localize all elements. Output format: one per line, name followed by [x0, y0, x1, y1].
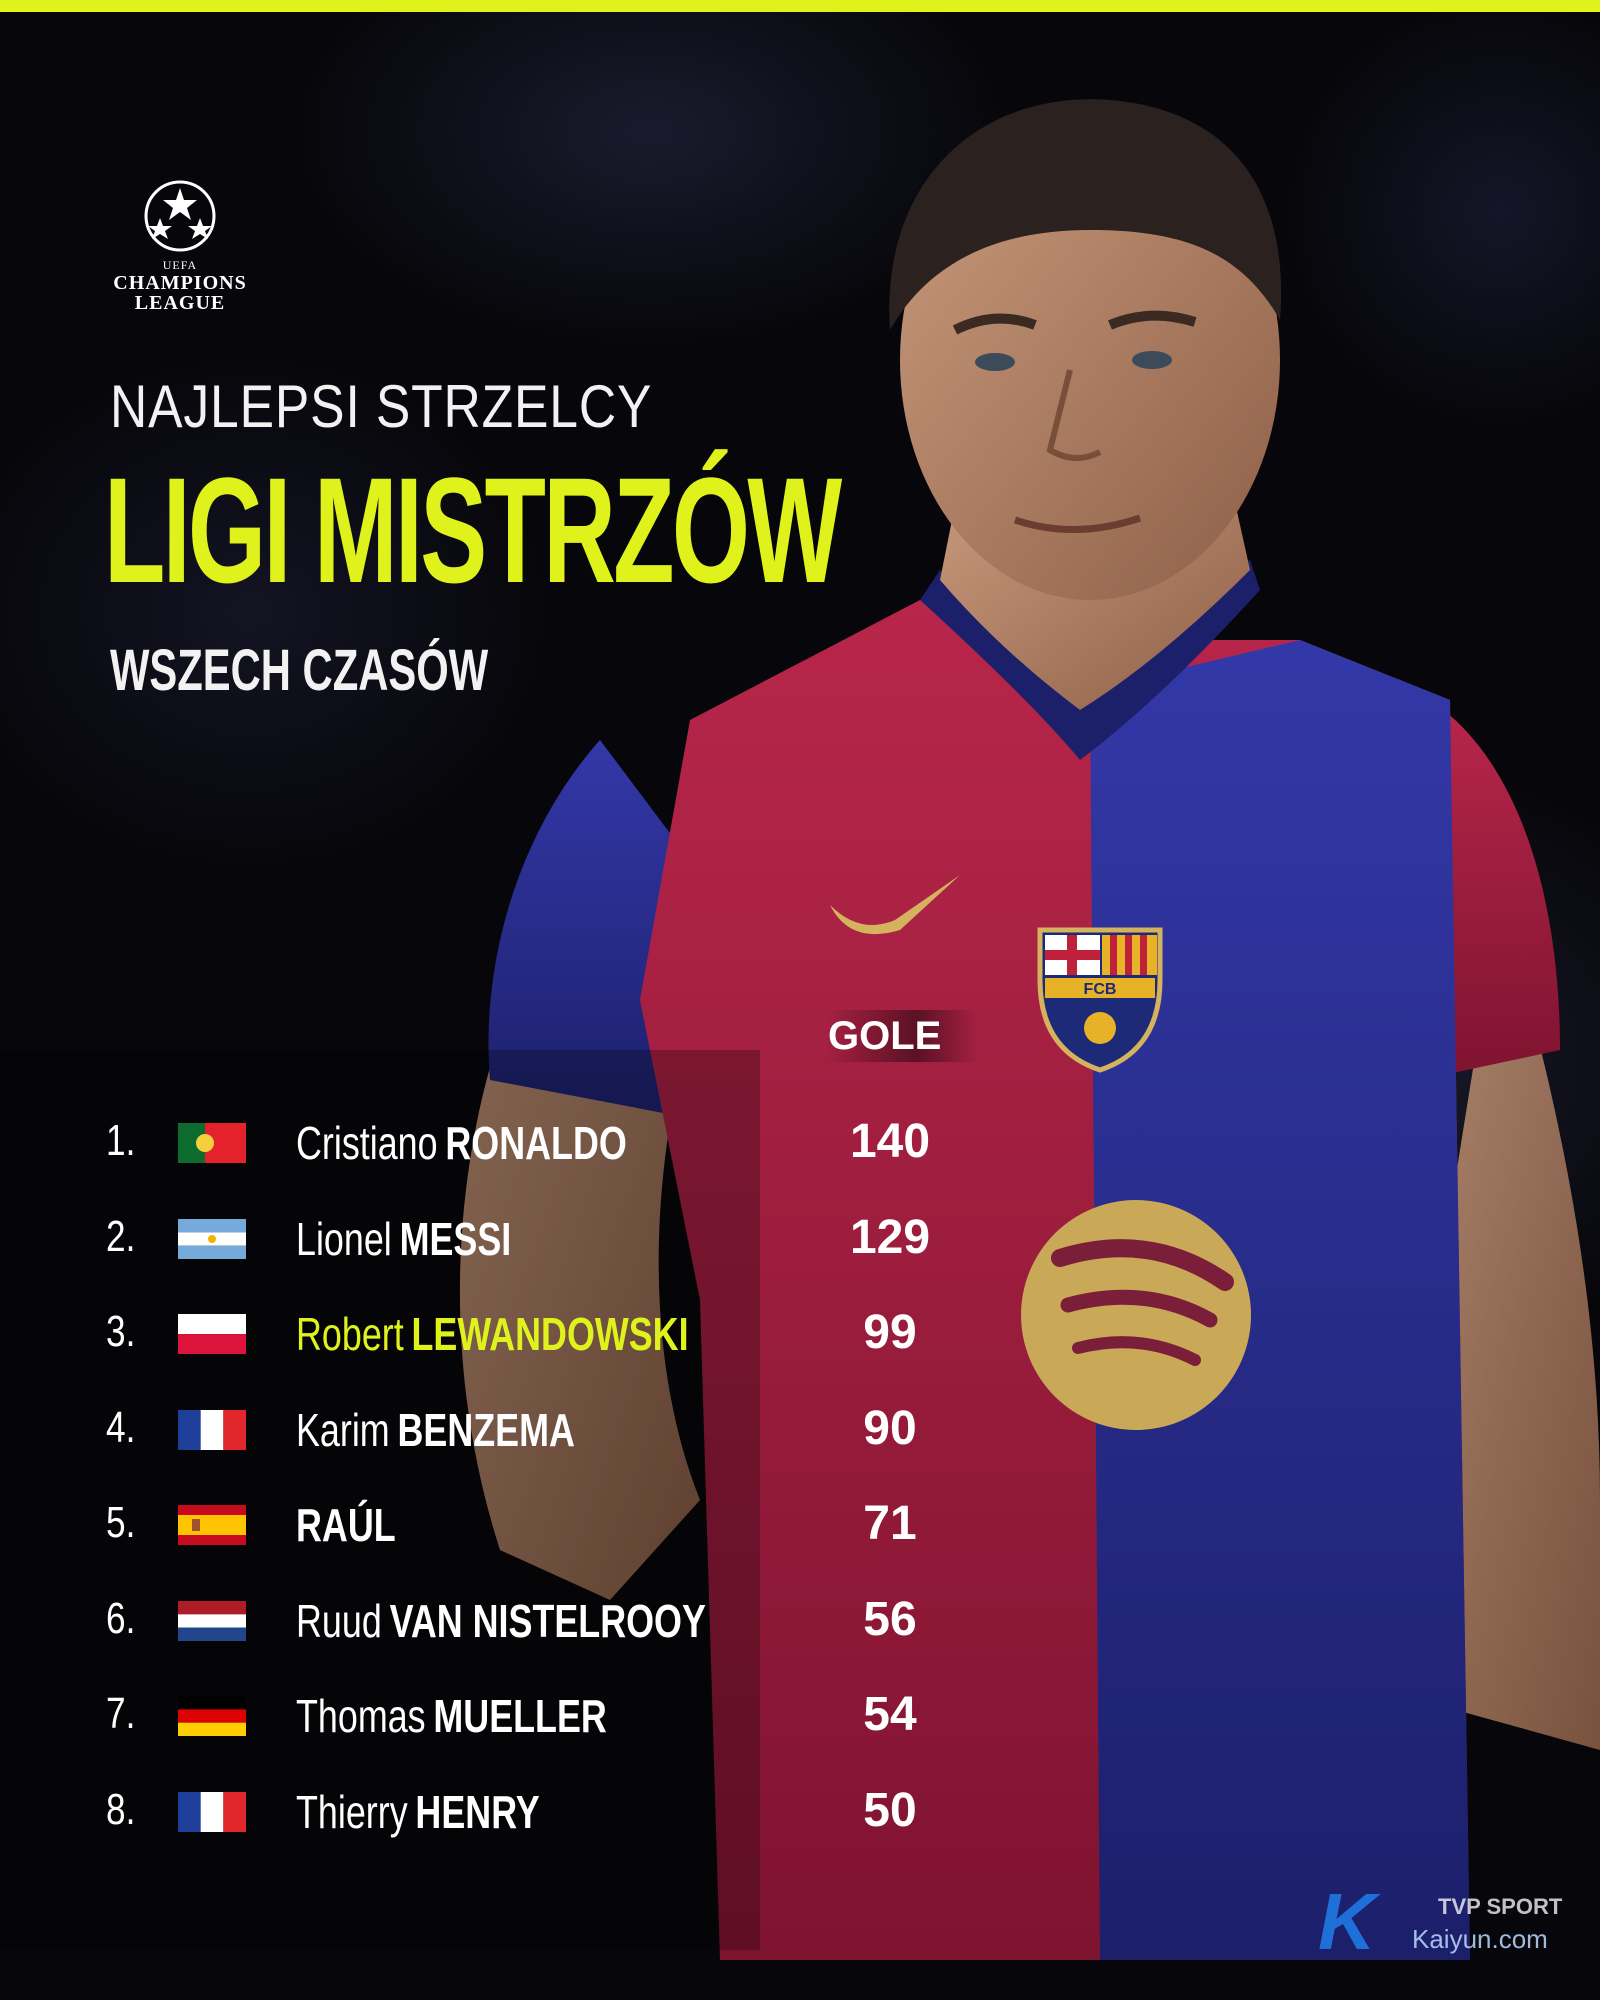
scorer-row: 1. Cristiano RONALDO 140: [0, 1108, 1000, 1178]
netherlands-flag-icon: [178, 1600, 246, 1641]
scorer-row: 8. Thierry HENRY 50: [0, 1777, 1000, 1847]
player-name: Robert LEWANDOWSKI: [296, 1307, 689, 1361]
player-last-name: MESSI: [399, 1212, 512, 1265]
player-first-name: Karim: [296, 1403, 390, 1456]
rank-number: 2.: [106, 1211, 136, 1261]
spotify-icon: [1021, 1200, 1251, 1430]
title-line-3: WSZECH CZASÓW: [110, 638, 489, 703]
scorer-row: 4. Karim BENZEMA 90: [0, 1395, 1000, 1465]
poland-flag-icon: [178, 1314, 246, 1354]
logo-word-league: LEAGUE: [134, 292, 226, 314]
player-first-name: Robert: [296, 1308, 404, 1360]
watermark-site: Kaiyun.com: [1412, 1924, 1548, 1954]
logo-uefa-text: UEFA: [162, 258, 198, 272]
scorer-row: 3. Robert LEWANDOWSKI 99: [0, 1299, 1000, 1369]
player-first-name: Ruud: [296, 1594, 382, 1647]
title-line-2: LIGI MISTRZÓW: [104, 446, 842, 614]
scorer-row: 5. RAÚL 71: [0, 1490, 1000, 1560]
champions-league-logo: UEFA CHAMPIONS LEAGUE: [100, 178, 260, 338]
rank-number: 8.: [106, 1784, 136, 1834]
player-name: Thierry HENRY: [296, 1785, 540, 1839]
player-name: Karim BENZEMA: [296, 1403, 575, 1457]
scorer-row: 2. Lionel MESSI 129: [0, 1204, 1000, 1274]
portugal-flag-icon: [178, 1123, 246, 1163]
player-last-name: HENRY: [415, 1785, 540, 1838]
goals-value: 50: [863, 1783, 917, 1837]
player-last-name: BENZEMA: [397, 1403, 575, 1456]
germany-flag-icon: [178, 1696, 246, 1736]
rank-number: 4.: [106, 1402, 136, 1452]
player-last-name: RONALDO: [445, 1117, 627, 1169]
goals-value: 140: [849, 1115, 931, 1168]
scorer-row: 7. Thomas MUELLER 54: [0, 1681, 1000, 1751]
player-first-name: Thomas: [296, 1690, 426, 1742]
player-first-name: Cristiano: [296, 1117, 438, 1169]
player-name: Cristiano RONALDO: [296, 1116, 627, 1170]
player-name: Thomas MUELLER: [296, 1689, 607, 1743]
rank-number: 1.: [106, 1116, 136, 1165]
title-line-1: NAJLEPSI STRZELCY: [110, 373, 653, 440]
starball-icon: [144, 180, 216, 252]
rank-number: 7.: [106, 1689, 136, 1738]
player-first-name: Lionel: [296, 1212, 392, 1265]
player-last-name: LEWANDOWSKI: [411, 1308, 689, 1360]
goals-value: 56: [863, 1592, 917, 1646]
france-flag-icon: [178, 1409, 246, 1450]
argentina-flag-icon: [178, 1218, 246, 1259]
rank-number: 5.: [106, 1498, 136, 1547]
player-last-name: VAN NISTELROOY: [389, 1594, 706, 1647]
goals-value: 54: [863, 1688, 917, 1741]
watermark-logo-icon: K: [1318, 1877, 1376, 1966]
spain-flag-icon: [178, 1505, 246, 1545]
goals-value: 99: [863, 1306, 917, 1359]
player-last-name: RAÚL: [296, 1499, 396, 1551]
fcb-crest: FCB: [1037, 927, 1163, 1073]
player-name: Lionel MESSI: [296, 1212, 511, 1266]
goals-value: 129: [849, 1210, 931, 1264]
rank-number: 3.: [106, 1307, 136, 1356]
svg-text:FCB: FCB: [1084, 981, 1117, 998]
player-name: RAÚL: [296, 1498, 396, 1552]
goals-value: 71: [863, 1497, 917, 1550]
rank-number: 6.: [106, 1593, 136, 1643]
watermark-text: TVP SPORT: [1438, 1894, 1563, 1919]
player-name: Ruud VAN NISTELROOY: [296, 1594, 706, 1648]
watermark: K TVP SPORT Kaiyun.com: [1318, 1876, 1568, 1976]
player-last-name: MUELLER: [433, 1690, 607, 1742]
scorer-row: 6. Ruud VAN NISTELROOY 56: [0, 1586, 1000, 1656]
france-flag-icon: [178, 1791, 246, 1832]
goals-value: 90: [863, 1401, 917, 1455]
player-first-name: Thierry: [296, 1785, 408, 1838]
top-accent-bar: [0, 0, 1600, 12]
goals-column-header: GOLE: [826, 1010, 978, 1062]
logo-word-champions: CHAMPIONS: [113, 272, 247, 294]
